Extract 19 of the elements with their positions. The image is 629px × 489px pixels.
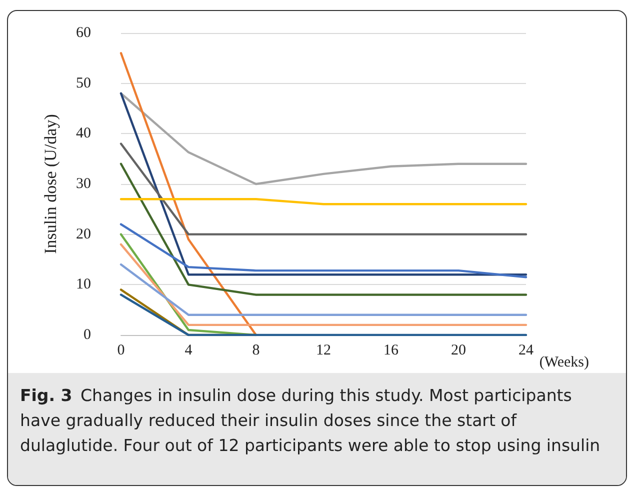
line-series (120, 92, 528, 186)
caption: Fig. 3 Changes in insulin dose during this study. Most participants have gradually reduced their insulin doses since the start of dulaglutide. Four out of 12 participants were able to stop using insulin (20, 385, 602, 457)
y-tick-label: 0 (84, 327, 91, 343)
x-tick-label: 24 (518, 342, 534, 358)
x-tick-label: 0 (117, 342, 125, 358)
x-tick-label: 20 (451, 342, 466, 358)
y-axis-title: Insulin dose (U/day) (41, 114, 60, 254)
x-axis-title: (Weeks) (539, 354, 590, 370)
x-tick-label: 8 (252, 342, 260, 358)
y-tick-label: 10 (76, 276, 91, 293)
y-tick-label: 30 (76, 176, 91, 192)
y-tick-label: 50 (76, 75, 91, 92)
x-tick-label: 4 (184, 342, 193, 358)
y-tick-label: 40 (76, 126, 91, 142)
x-tick-label: 12 (316, 342, 331, 358)
line-series (120, 223, 528, 278)
y-tick-label: 20 (76, 226, 91, 242)
x-tick-label: 16 (384, 342, 399, 358)
y-tick-label: 60 (76, 25, 91, 41)
